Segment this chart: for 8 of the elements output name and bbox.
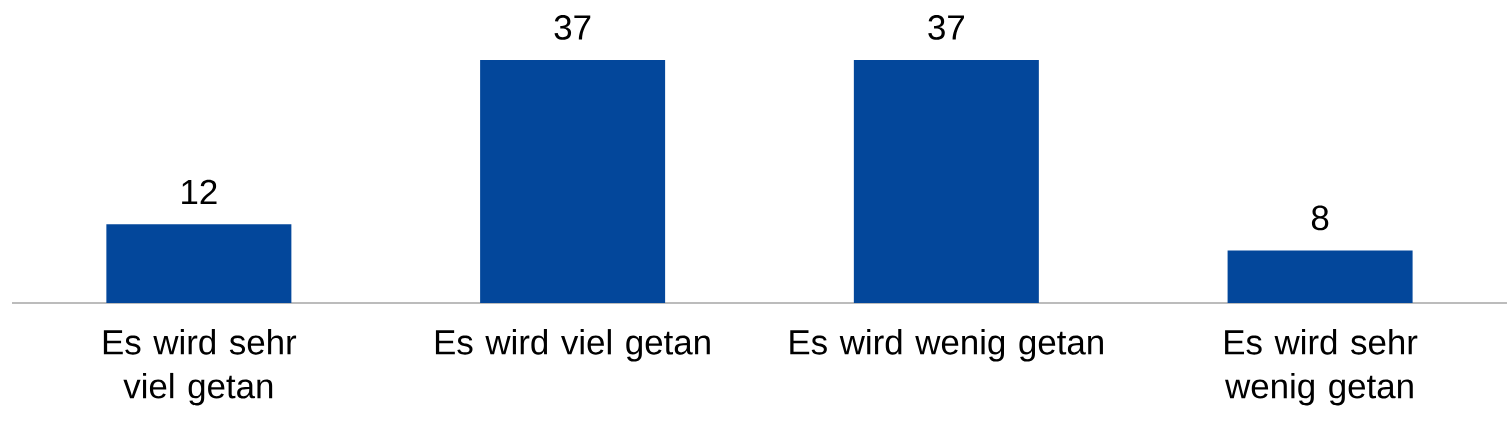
- x-tick-label: Es wird sehr wenig getan: [1225, 329, 1418, 406]
- data-label: 37: [554, 15, 591, 40]
- data-label: 12: [182, 179, 217, 204]
- x-tick-label: Es wird viel getan: [435, 329, 710, 362]
- x-tick-label: Es wird sehr viel getan: [103, 329, 297, 406]
- x-tick-label: Es wird wenig getan: [790, 329, 1103, 362]
- data-label: 37: [928, 15, 964, 40]
- data-label: 8: [1311, 205, 1329, 231]
